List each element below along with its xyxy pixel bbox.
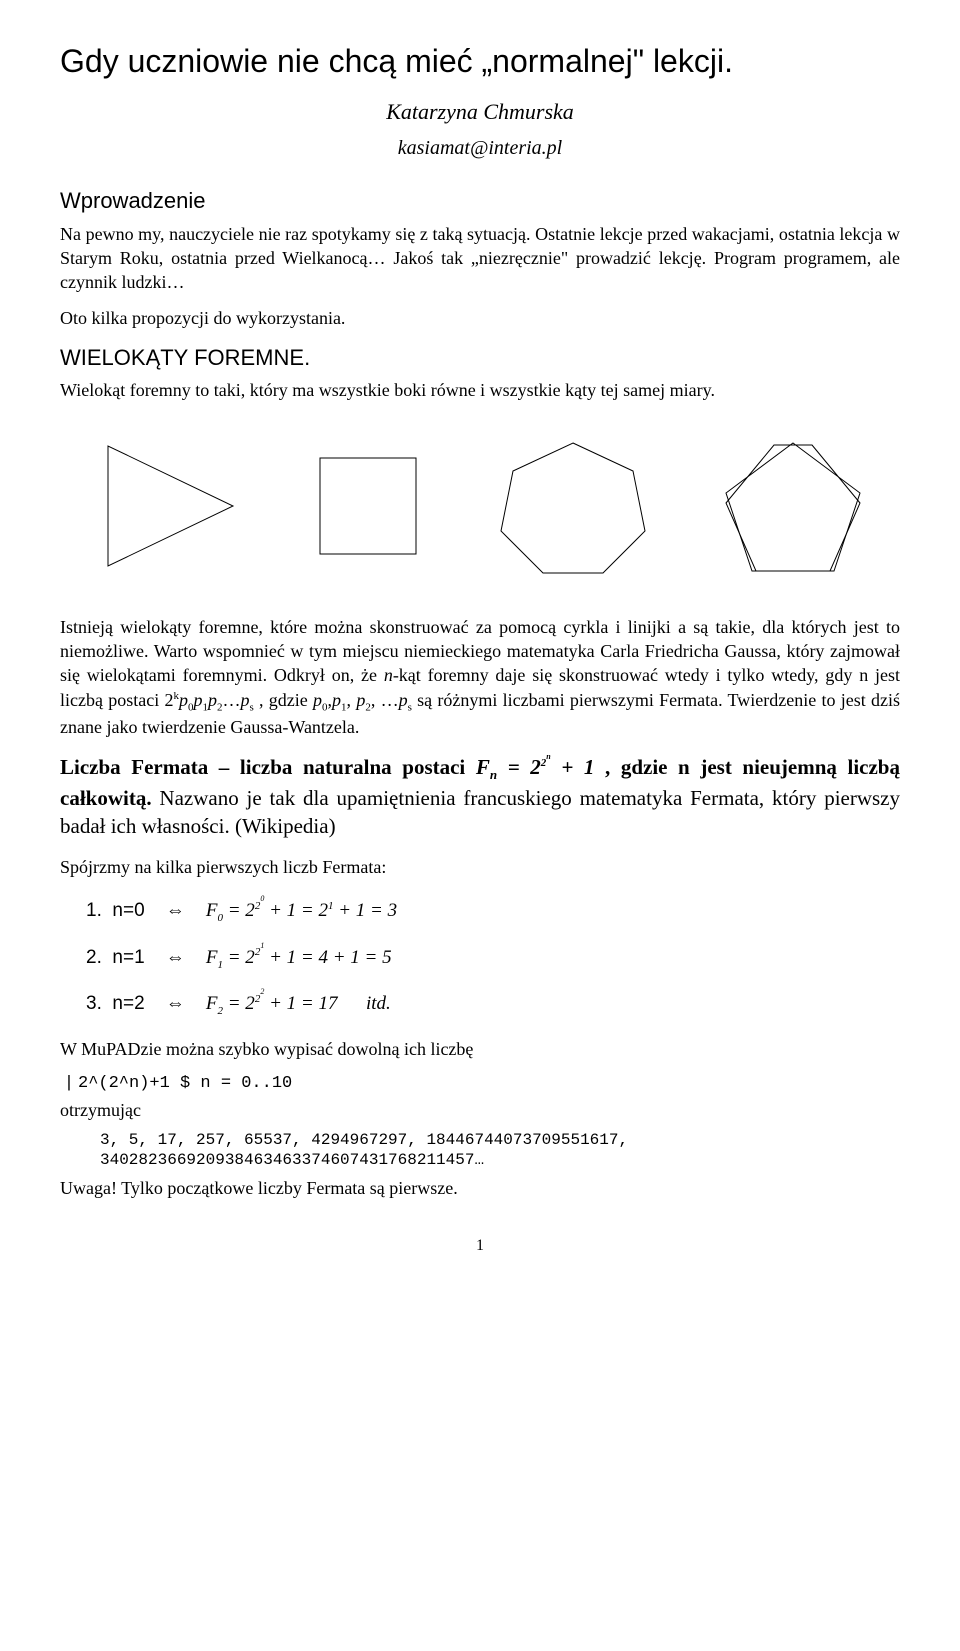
intro-heading: Wprowadzenie — [60, 186, 900, 216]
fermat-example-item: 3. n=2 ⇔ F2 = 222 + 1 = 17 itd. — [86, 990, 900, 1019]
mupad-intro: W MuPADzie można szybko wypisać dowolną … — [60, 1037, 900, 1061]
heptagon-icon — [493, 431, 653, 581]
mupad-output: 3, 5, 17, 257, 65537, 4294967297, 184467… — [100, 1130, 900, 1170]
pentagon-icon — [718, 431, 868, 581]
fermat-definition: Liczba Fermata – liczba naturalna postac… — [60, 753, 900, 840]
author-name: Katarzyna Chmurska — [60, 97, 900, 127]
look-prompt: Spójrzmy na kilka pierwszych liczb Ferma… — [60, 855, 900, 879]
warning-note: Uwaga! Tylko początkowe liczby Fermata s… — [60, 1176, 900, 1200]
gauss-paragraph: Istnieją wielokąty foremne, które można … — [60, 615, 900, 740]
intro-paragraph-2: Oto kilka propozycji do wykorzystania. — [60, 306, 900, 330]
polygon-shapes-row — [60, 431, 900, 581]
fermat-example-item: 2. n=1 ⇔ F1 = 221 + 1 = 4 + 1 = 5 — [86, 944, 900, 973]
author-email: kasiamat@interia.pl — [60, 135, 900, 162]
code-text: 2^(2^n)+1 $ n = 0..10 — [78, 1074, 292, 1093]
page-title: Gdy uczniowie nie chcą mieć „normalnej" … — [60, 40, 900, 83]
polygons-heading: WIELOKĄTY FOREMNE. — [60, 343, 900, 373]
fermat-examples-list: 1. n=0 ⇔ F0 = 220 + 1 = 21 + 1 = 3 2. n=1… — [86, 897, 900, 1019]
polygon-definition: Wielokąt foremny to taki, który ma wszys… — [60, 378, 900, 402]
square-icon — [308, 446, 428, 566]
triangle-icon — [93, 431, 243, 581]
intro-paragraph-1: Na pewno my, nauczyciele nie raz spotyka… — [60, 222, 900, 295]
fermat-example-item: 1. n=0 ⇔ F0 = 220 + 1 = 21 + 1 = 3 — [86, 897, 900, 926]
receiving-label: otrzymując — [60, 1098, 900, 1122]
page-number: 1 — [60, 1235, 900, 1257]
mupad-code: |2^(2^n)+1 $ n = 0..10 — [60, 1073, 900, 1096]
